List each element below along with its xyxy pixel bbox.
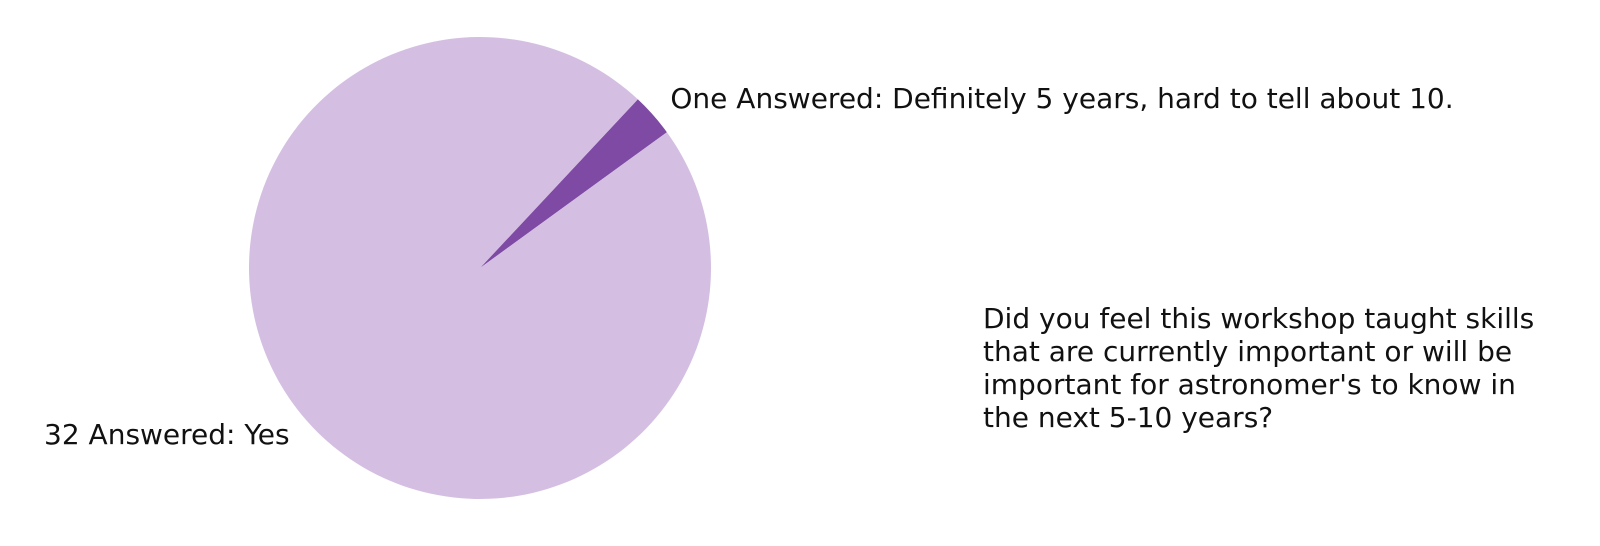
pie-label-0: One Answered: Definitely 5 years, hard t… <box>670 82 1453 115</box>
pie-slice-1 <box>248 37 711 500</box>
pie-slice-0 <box>480 99 667 268</box>
question-text: Did you feel this workshop taught skills… <box>983 302 1535 434</box>
pie-label-1: 32 Answered: Yes <box>44 418 290 451</box>
